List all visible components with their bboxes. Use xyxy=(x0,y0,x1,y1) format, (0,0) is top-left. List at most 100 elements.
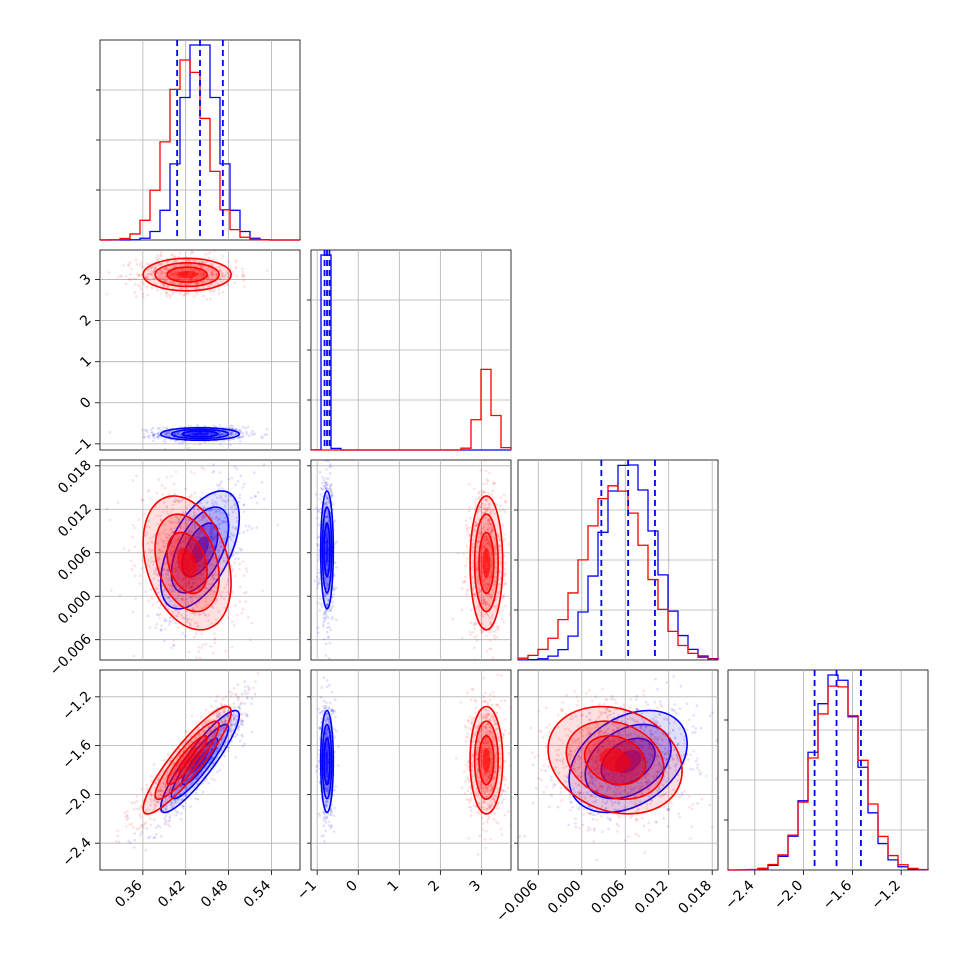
scatter-point xyxy=(133,564,136,567)
scatter-point xyxy=(167,493,170,496)
scatter-point xyxy=(209,527,212,531)
scatter-point xyxy=(484,586,488,589)
scatter-point xyxy=(223,586,227,590)
scatter-point xyxy=(220,512,223,515)
scatter-point xyxy=(223,719,227,722)
scatter-point xyxy=(171,589,174,593)
scatter-point xyxy=(210,432,213,436)
scatter-point xyxy=(206,551,210,555)
scatter-point xyxy=(489,639,492,642)
scatter-point xyxy=(205,554,209,557)
scatter-point xyxy=(487,603,491,607)
scatter-point xyxy=(478,589,481,592)
scatter-point xyxy=(192,510,196,514)
scatter-point xyxy=(163,588,166,591)
scatter-point xyxy=(210,272,214,275)
scatter-point xyxy=(490,493,493,496)
scatter-point xyxy=(489,566,493,570)
scatter-point xyxy=(149,803,153,807)
scatter-point xyxy=(156,801,159,804)
scatter-point xyxy=(323,575,327,579)
scatter-point xyxy=(215,272,218,275)
scatter-point xyxy=(176,431,180,435)
scatter-point xyxy=(220,275,224,278)
scatter-point xyxy=(219,545,222,548)
scatter-point xyxy=(168,555,171,559)
scatter-point xyxy=(464,564,467,568)
scatter-point xyxy=(163,639,166,643)
scatter-point xyxy=(502,553,506,556)
scatter-point xyxy=(177,611,180,615)
scatter-point xyxy=(204,541,208,544)
scatter-point xyxy=(503,537,506,541)
scatter-point xyxy=(176,538,179,541)
scatter-point xyxy=(317,523,321,526)
scatter-point xyxy=(212,424,215,427)
scatter-point xyxy=(325,480,328,484)
scatter-point xyxy=(225,591,229,594)
scatter-point xyxy=(159,269,162,272)
scatter-point xyxy=(187,579,190,583)
scatter-point xyxy=(209,283,213,286)
scatter-point xyxy=(480,562,483,566)
scatter-point xyxy=(330,493,334,497)
scatter-point xyxy=(489,508,492,512)
scatter-point xyxy=(475,561,478,565)
scatter-point xyxy=(227,478,231,481)
scatter-point xyxy=(213,288,216,291)
scatter-point xyxy=(325,508,329,512)
scatter-point xyxy=(226,715,229,718)
scatter-point xyxy=(165,569,169,573)
scatter-point xyxy=(241,270,245,274)
scatter-point xyxy=(150,431,154,435)
scatter-point xyxy=(491,613,494,617)
scatter-point xyxy=(324,481,328,484)
scatter-point xyxy=(475,639,479,642)
scatter-point xyxy=(332,663,335,666)
scatter-point xyxy=(165,431,169,435)
scatter-point xyxy=(325,498,329,501)
scatter-point xyxy=(203,562,206,565)
scatter-point xyxy=(165,266,168,270)
scatter-point xyxy=(237,500,241,504)
scatter-point xyxy=(185,520,188,524)
scatter-point xyxy=(212,584,215,588)
scatter-point xyxy=(472,667,475,670)
scatter-point xyxy=(324,580,328,584)
scatter-point xyxy=(155,492,159,495)
scatter-point xyxy=(494,605,497,608)
scatter-point xyxy=(181,535,185,539)
scatter-point xyxy=(182,585,186,589)
scatter-point xyxy=(488,576,492,580)
scatter-point xyxy=(203,272,206,275)
scatter-point xyxy=(493,636,497,640)
scatter-point xyxy=(483,529,487,533)
scatter-point xyxy=(197,515,201,519)
scatter-point xyxy=(209,644,213,648)
scatter-point xyxy=(167,519,171,523)
scatter-point xyxy=(489,569,493,573)
scatter-point xyxy=(187,263,190,267)
scatter-point xyxy=(482,546,485,550)
scatter-point xyxy=(327,501,331,504)
scatter-point xyxy=(220,432,223,435)
scatter-point xyxy=(196,500,200,504)
scatter-point xyxy=(218,424,222,427)
scatter-point xyxy=(495,635,499,639)
scatter-point xyxy=(179,541,183,544)
scatter-point xyxy=(175,569,178,572)
scatter-point xyxy=(209,534,212,538)
scatter-point xyxy=(165,285,169,289)
scatter-point xyxy=(214,567,217,570)
scatter-point xyxy=(325,604,329,607)
scatter-point xyxy=(237,728,240,732)
scatter-point xyxy=(320,495,324,498)
scatter-point xyxy=(494,606,498,610)
scatter-point xyxy=(135,474,138,478)
scatter-point xyxy=(486,525,489,529)
scatter-point xyxy=(178,521,182,524)
scatter-point xyxy=(466,588,470,591)
scatter-point xyxy=(215,535,219,539)
scatter-point xyxy=(170,540,173,544)
scatter-point xyxy=(144,848,147,852)
